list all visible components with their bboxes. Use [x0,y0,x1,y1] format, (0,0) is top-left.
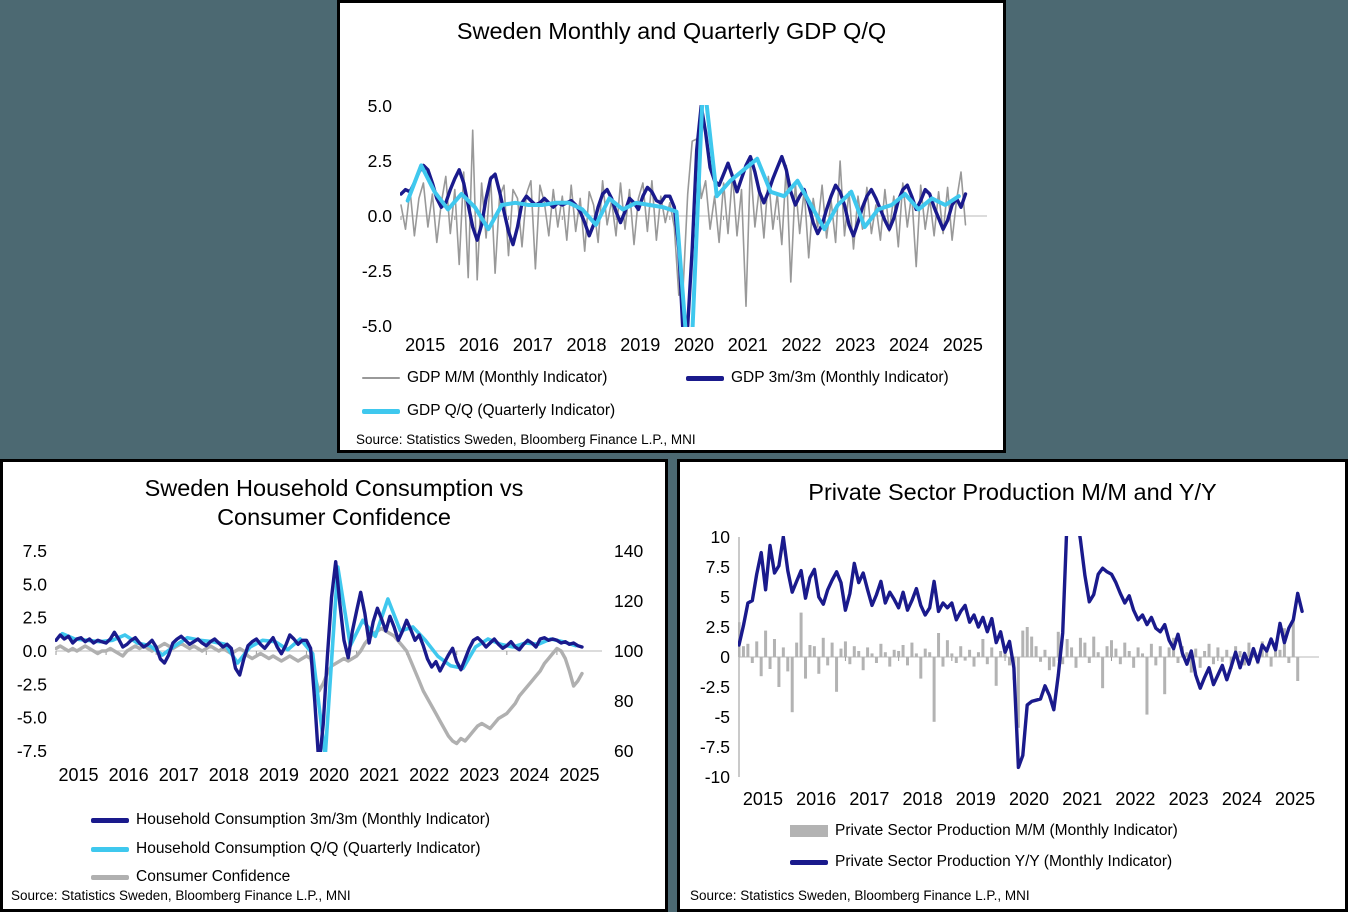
svg-text:2021: 2021 [728,335,768,355]
production-mm-bar-swatch-icon [790,825,828,837]
svg-text:-2.5: -2.5 [700,677,730,697]
svg-text:2024: 2024 [889,335,929,355]
svg-text:10: 10 [711,527,731,547]
svg-text:2023: 2023 [835,335,875,355]
legend-item-consumption-3m3m: Household Consumption 3m/3m (Monthly Ind… [91,811,490,829]
svg-text:2019: 2019 [956,789,996,809]
svg-text:-7.5: -7.5 [700,737,730,757]
production-chart-title-text: Private Sector Production M/M and Y/Y [808,479,1217,505]
svg-text:-5.0: -5.0 [362,316,392,336]
svg-text:2025: 2025 [943,335,983,355]
svg-text:2019: 2019 [620,335,660,355]
gdp-qq-line-swatch-icon [362,408,400,414]
svg-text:2018: 2018 [566,335,606,355]
svg-text:2022: 2022 [781,335,821,355]
gdp-chart-title: Sweden Monthly and Quarterly GDP Q/Q [340,17,1003,46]
svg-text:2017: 2017 [513,335,553,355]
svg-text:5.0: 5.0 [368,96,393,116]
svg-text:2018: 2018 [903,789,943,809]
svg-text:2015: 2015 [743,789,783,809]
legend-item-consumer-confidence: Consumer Confidence [91,868,290,886]
svg-text:7.5: 7.5 [23,543,47,561]
svg-text:2015: 2015 [59,765,99,785]
svg-text:2019: 2019 [259,765,299,785]
gdp-chart-title-text: Sweden Monthly and Quarterly GDP Q/Q [456,18,887,44]
consumption-3m3m-line-swatch-icon [91,817,129,823]
consumption-chart-panel: Sweden Household Consumption vs Consumer… [0,459,668,912]
svg-text:2022: 2022 [1115,789,1155,809]
svg-text:2023: 2023 [1169,789,1209,809]
legend-label-gdp-mm: GDP M/M (Monthly Indicator) [407,369,608,386]
svg-text:2025: 2025 [559,765,599,785]
legend-item-production-yy: Private Sector Production Y/Y (Monthly I… [790,853,1172,871]
svg-text:2018: 2018 [209,765,249,785]
consumption-chart-title-text: Sweden Household Consumption vs Consumer… [144,475,524,530]
legend-item-production-mm: Private Sector Production M/M (Monthly I… [790,822,1178,840]
svg-text:2021: 2021 [1062,789,1102,809]
svg-text:2016: 2016 [109,765,149,785]
svg-text:2016: 2016 [796,789,836,809]
gdp-plot: 5.0 2.5 0.0 -2.5 -5.0 2015 2016 2017 2018 2019 202… [362,96,987,355]
svg-text:2.5: 2.5 [706,617,730,637]
svg-text:2016: 2016 [459,335,499,355]
svg-text:2021: 2021 [359,765,399,785]
svg-text:2017: 2017 [849,789,889,809]
gdp-mm-line-swatch-icon [362,377,400,379]
consumption-source-note: Source: Statistics Sweden, Bloomberg Fin… [11,888,351,903]
svg-text:2022: 2022 [409,765,449,785]
gdp-chart-panel: Sweden Monthly and Quarterly GDP Q/Q 5.0… [337,0,1006,453]
svg-text:2.5: 2.5 [23,608,47,628]
svg-text:-5: -5 [714,707,730,727]
svg-text:-2.5: -2.5 [362,261,392,281]
production-chart-panel: Private Sector Production M/M and Y/Y 10… [677,459,1348,912]
legend-item-gdp-qq: GDP Q/Q (Quarterly Indicator) [362,402,615,420]
production-source-note: Source: Statistics Sweden, Bloomberg Fin… [690,888,1030,903]
svg-text:2017: 2017 [159,765,199,785]
gdp-3m3m-line-swatch-icon [686,375,724,381]
legend-item-gdp-3m3m: GDP 3m/3m (Monthly Indicator) [686,369,949,387]
svg-text:-7.5: -7.5 [17,741,47,761]
svg-text:60: 60 [614,741,634,761]
consumer-confidence-line-swatch-icon [91,874,129,880]
svg-text:2.5: 2.5 [368,151,392,171]
svg-text:0.0: 0.0 [23,641,48,661]
svg-text:2024: 2024 [1222,789,1262,809]
legend-label-gdp-qq: GDP Q/Q (Quarterly Indicator) [407,402,616,419]
svg-text:120: 120 [614,591,643,611]
legend-label-production-yy: Private Sector Production Y/Y (Monthly I… [835,853,1173,870]
consumption-qq-line-swatch-icon [91,846,129,852]
svg-text:140: 140 [614,543,643,561]
svg-text:2024: 2024 [509,765,549,785]
svg-text:-2.5: -2.5 [17,674,47,694]
svg-text:-5.0: -5.0 [17,708,47,728]
production-plot: 10 7.5 5 2.5 0 -2.5 -5 -7.5 -10 2015 2016 2017 2018 2… [700,527,1319,809]
svg-text:80: 80 [614,691,634,711]
svg-text:5: 5 [720,587,730,607]
gdp-source-note: Source: Statistics Sweden, Bloomberg Fin… [356,432,696,447]
legend-item-gdp-mm: GDP M/M (Monthly Indicator) [362,369,607,387]
svg-text:2015: 2015 [405,335,445,355]
svg-text:2020: 2020 [674,335,714,355]
svg-text:2023: 2023 [459,765,499,785]
production-chart-title: Private Sector Production M/M and Y/Y [680,478,1345,507]
consumption-chart-title: Sweden Household Consumption vs Consumer… [3,474,665,532]
svg-text:2025: 2025 [1275,789,1315,809]
svg-text:-10: -10 [705,767,731,787]
svg-text:5.0: 5.0 [23,574,48,594]
legend-label-consumption-qq: Household Consumption Q/Q (Quarterly Ind… [136,840,481,857]
svg-text:7.5: 7.5 [706,557,730,577]
legend-label-gdp-3m3m: GDP 3m/3m (Monthly Indicator) [731,369,949,386]
svg-text:0: 0 [720,647,730,667]
legend-label-consumer-confidence: Consumer Confidence [136,868,291,885]
svg-text:100: 100 [614,641,643,661]
svg-text:2020: 2020 [309,765,349,785]
consumption-plot: 7.5 5.0 2.5 0.0 -2.5 -5.0 -7.5 140 120 100 80 60 201… [17,543,644,785]
production-yy-line-swatch-icon [790,859,828,865]
svg-text:0.0: 0.0 [368,206,393,226]
svg-text:2020: 2020 [1009,789,1049,809]
legend-label-consumption-3m3m: Household Consumption 3m/3m (Monthly Ind… [136,811,491,828]
legend-label-production-mm: Private Sector Production M/M (Monthly I… [835,822,1178,839]
legend-item-consumption-qq: Household Consumption Q/Q (Quarterly Ind… [91,840,481,858]
